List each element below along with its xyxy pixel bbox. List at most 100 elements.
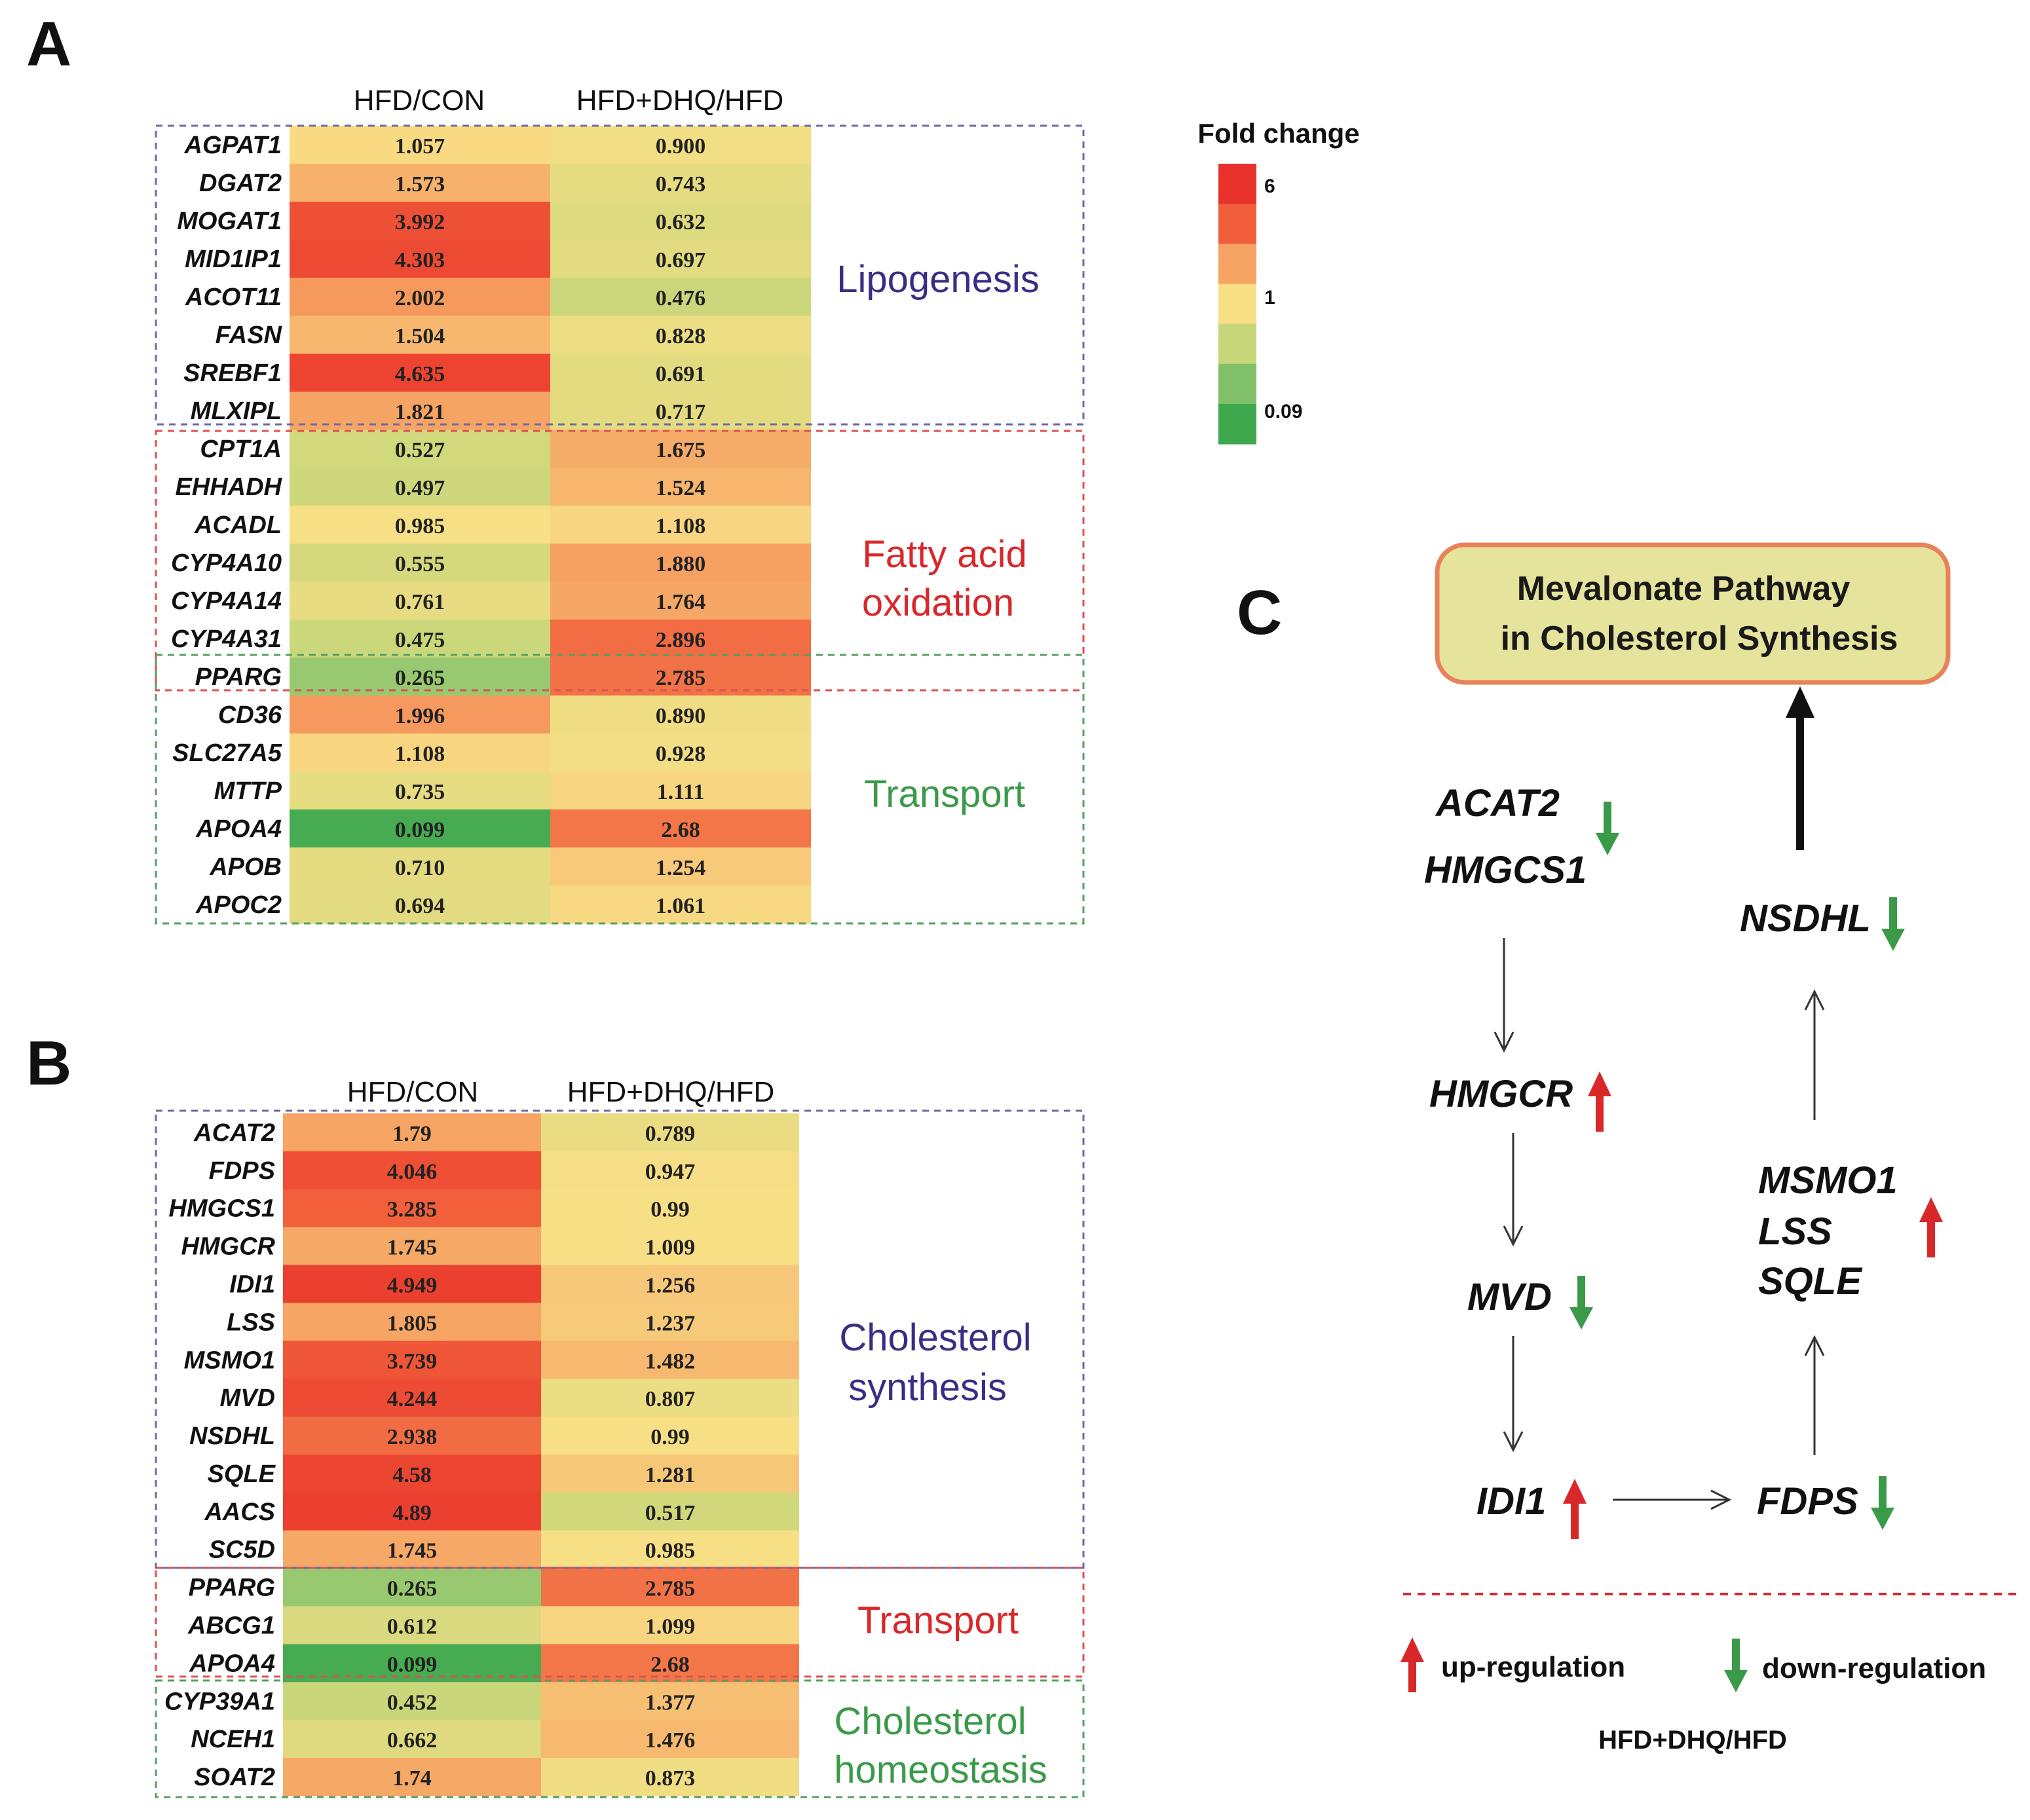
panel-a-fatty-acid-box bbox=[155, 430, 1085, 692]
gene-label-cyp4a10: CYP4A10 bbox=[171, 549, 282, 577]
value-mvd-hfd-dhq: 0.807 bbox=[645, 1387, 696, 1411]
panel-b-group-cholesterol-2: Cholesterol bbox=[834, 1700, 1026, 1743]
legend-up-label: up-regulation bbox=[1441, 1651, 1625, 1683]
gene-label-acat2: ACAT2 bbox=[193, 1119, 275, 1147]
panel-a-col2-header: HFD+DHQ/HFD bbox=[576, 84, 784, 117]
value-acat2-hfd-dhq: 0.789 bbox=[645, 1122, 696, 1146]
cell-dgat2-hfd-dhq bbox=[550, 164, 811, 202]
legend-swatch-4 bbox=[1218, 284, 1256, 325]
value-fdps-hfd-con: 4.046 bbox=[387, 1160, 438, 1184]
legend-swatch-1 bbox=[1218, 164, 1256, 204]
cell-sqle-hfd-con bbox=[283, 1455, 541, 1493]
value-agpat1-hfd-con: 1.057 bbox=[395, 134, 445, 158]
cell-ehhadh-hfd-con bbox=[290, 468, 550, 506]
value-mttp-hfd-dhq: 1.111 bbox=[657, 780, 705, 804]
value-fasn-hfd-con: 1.504 bbox=[395, 324, 445, 348]
value-sqle-hfd-dhq: 1.281 bbox=[645, 1463, 696, 1487]
panel-b-group-homeostasis: homeostasis bbox=[834, 1749, 1047, 1791]
gene-label-cyp4a14: CYP4A14 bbox=[171, 587, 282, 615]
cell-cyp4a10-hfd-con bbox=[290, 544, 550, 582]
value-cpt1a-hfd-con: 0.527 bbox=[395, 438, 445, 462]
panel-a-gene-labels: AGPAT1 DGAT2 MOGAT1 MID1IP1 ACOT11 FASN SREBF1… bbox=[171, 132, 283, 919]
cell-fasn-hfd-con bbox=[290, 316, 550, 354]
panel-a-column-hfd-con bbox=[290, 126, 550, 924]
legend-swatch-6 bbox=[1218, 363, 1256, 405]
value-pparg-hfd-con: 0.265 bbox=[387, 1577, 438, 1601]
cell-hmgcs1-hfd-con bbox=[283, 1189, 541, 1228]
cell-abcg1-hfd-dhq bbox=[541, 1606, 799, 1645]
value-mid1ip1-hfd-con: 4.303 bbox=[395, 248, 445, 272]
panel-a-values-hfd-con: 1.057 1.573 3.992 4.303 2.002 1.504 4.635 1.821… bbox=[395, 134, 445, 918]
gene-label-pparg: PPARG bbox=[189, 1574, 275, 1602]
gene-msmo1: MSMO1 bbox=[1758, 1159, 1898, 1202]
panel-b-values-hfd-dhq: 0.789 0.947 0.99 1.009 1.256 1.237 1.482 0.807 0… bbox=[645, 1122, 696, 1791]
value-mlxipl-hfd-dhq: 0.717 bbox=[656, 400, 706, 424]
panel-a-group-oxidation: oxidation bbox=[862, 582, 1014, 624]
idi1-up-arrow bbox=[1563, 1479, 1587, 1539]
cell-acot11-hfd-dhq bbox=[550, 278, 811, 316]
msmo1-lss-sqle-up-arrow bbox=[1919, 1197, 1943, 1257]
cell-agpat1-hfd-dhq bbox=[550, 126, 811, 164]
cell-apob-hfd-dhq bbox=[550, 847, 811, 886]
panel-b-letter: B bbox=[26, 1028, 71, 1098]
panel-b-synthesis-box bbox=[155, 1109, 1085, 1569]
panel-b-transport-box bbox=[155, 1567, 1085, 1678]
cell-msmo1-hfd-dhq bbox=[541, 1341, 799, 1379]
value-dgat2-hfd-con: 1.573 bbox=[395, 172, 445, 196]
value-abcg1-hfd-dhq: 1.099 bbox=[645, 1615, 696, 1639]
cell-cyp4a31-hfd-con bbox=[290, 620, 550, 658]
value-cyp4a10-hfd-dhq: 1.880 bbox=[656, 552, 706, 576]
value-lss-hfd-con: 1.805 bbox=[387, 1311, 438, 1335]
value-ehhadh-hfd-con: 0.497 bbox=[395, 476, 445, 500]
cell-acat2-hfd-dhq bbox=[541, 1113, 799, 1152]
value-soat2-hfd-dhq: 0.873 bbox=[645, 1766, 696, 1791]
value-cd36-hfd-con: 1.996 bbox=[395, 704, 445, 728]
nsdhl-down-arrow bbox=[1881, 897, 1905, 951]
value-hmgcs1-hfd-con: 3.285 bbox=[387, 1198, 438, 1222]
value-pparg-hfd-con: 0.265 bbox=[395, 666, 445, 690]
value-cyp39a1-hfd-con: 0.452 bbox=[387, 1690, 438, 1715]
gene-label-lss: LSS bbox=[227, 1309, 275, 1336]
gene-label-apoa4: APOA4 bbox=[195, 815, 282, 843]
regulation-arrows-down bbox=[1569, 802, 1905, 1530]
gene-label-fasn: FASN bbox=[216, 322, 283, 349]
cell-mogat1-hfd-con bbox=[290, 202, 550, 240]
gene-label-acot11: ACOT11 bbox=[185, 284, 282, 311]
value-acot11-hfd-con: 2.002 bbox=[395, 286, 445, 310]
gene-label-aacs: AACS bbox=[204, 1498, 275, 1526]
value-aacs-hfd-con: 4.89 bbox=[392, 1501, 432, 1525]
value-nsdhl-hfd-con: 2.938 bbox=[387, 1425, 438, 1449]
cell-mid1ip1-hfd-dhq bbox=[550, 240, 811, 278]
panel-a-transport-box bbox=[155, 654, 1085, 925]
value-nceh1-hfd-con: 0.662 bbox=[387, 1728, 438, 1753]
cell-sqle-hfd-dhq bbox=[541, 1455, 799, 1493]
value-hmgcr-hfd-dhq: 1.009 bbox=[645, 1236, 696, 1260]
gene-label-hmgcs1: HMGCS1 bbox=[168, 1195, 275, 1223]
gene-label-cyp39a1: CYP39A1 bbox=[164, 1688, 275, 1715]
cell-apoa4-hfd-con bbox=[290, 809, 550, 848]
value-cyp39a1-hfd-dhq: 1.377 bbox=[645, 1690, 696, 1715]
cell-apoc2-hfd-con bbox=[290, 885, 550, 924]
cell-sc5d-hfd-dhq bbox=[541, 1530, 799, 1569]
panel-a-lipogenesis-box bbox=[155, 124, 1085, 426]
gene-label-mogat1: MOGAT1 bbox=[177, 208, 282, 235]
panel-b-group-transport: Transport bbox=[857, 1599, 1019, 1642]
value-apoa4-hfd-dhq: 2.68 bbox=[650, 1652, 690, 1677]
gene-label-soat2: SOAT2 bbox=[194, 1764, 275, 1791]
value-aacs-hfd-dhq: 0.517 bbox=[645, 1501, 696, 1525]
value-nsdhl-hfd-dhq: 0.99 bbox=[650, 1425, 690, 1449]
value-apoa4-hfd-dhq: 2.68 bbox=[661, 818, 700, 842]
cell-lss-hfd-con bbox=[283, 1303, 541, 1341]
cell-apoc2-hfd-dhq bbox=[550, 885, 811, 924]
cell-cyp39a1-hfd-con bbox=[283, 1682, 541, 1720]
gene-label-cyp4a31: CYP4A31 bbox=[171, 625, 282, 653]
cell-aacs-hfd-con bbox=[283, 1492, 541, 1531]
panel-b-column-hfd-con bbox=[283, 1113, 541, 1796]
legend-title: Fold change bbox=[1197, 118, 1359, 149]
value-fasn-hfd-dhq: 0.828 bbox=[656, 324, 706, 348]
pathway-box-line2: in Cholesterol Synthesis bbox=[1501, 620, 1898, 658]
value-ehhadh-hfd-dhq: 1.524 bbox=[656, 476, 706, 500]
cell-soat2-hfd-con bbox=[283, 1758, 541, 1796]
cell-apob-hfd-con bbox=[290, 847, 550, 886]
cell-mttp-hfd-dhq bbox=[550, 771, 811, 810]
